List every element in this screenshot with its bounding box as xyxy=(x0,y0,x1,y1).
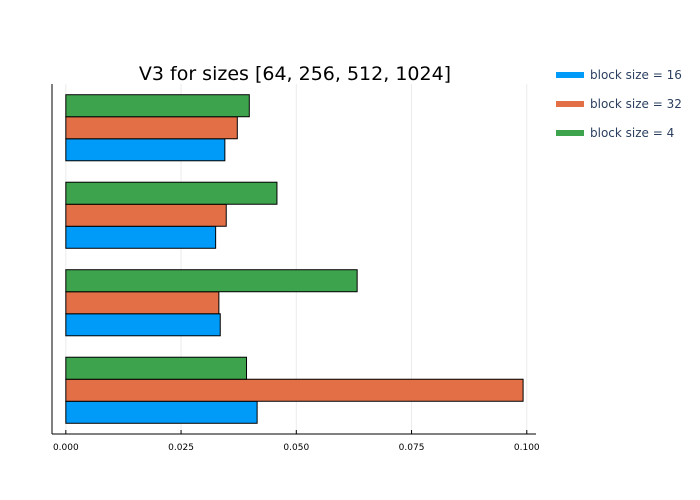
legend-label: block size = 32 xyxy=(590,97,682,111)
legend-label: block size = 16 xyxy=(590,68,682,82)
bar-block-size-4-group-3 xyxy=(65,269,358,293)
bar-block-size-4-group-1 xyxy=(65,94,250,118)
x-tick-label: 0.000 xyxy=(53,443,79,453)
bar-block-size-16-group-3 xyxy=(65,313,221,337)
bar-block-size-4-group-4 xyxy=(65,356,248,380)
legend-swatch xyxy=(556,130,584,136)
bar-block-size-16-group-2 xyxy=(65,225,217,249)
legend-swatch xyxy=(556,72,584,78)
chart-title: V3 for sizes [64, 256, 512, 1024] xyxy=(139,63,451,85)
bar-block-size-16-group-4 xyxy=(65,400,258,424)
legend-label: block size = 4 xyxy=(590,126,674,140)
legend: block size = 16 block size = 32 block size… xyxy=(556,68,682,140)
x-tick-label: 0.050 xyxy=(283,443,309,453)
x-axis-ticks: 0.000 0.025 0.050 0.075 0.100 xyxy=(53,430,540,453)
x-tick-label: 0.025 xyxy=(168,443,194,453)
bar-block-size-32-group-1 xyxy=(65,116,238,140)
bars xyxy=(65,94,524,424)
bar-block-size-4-group-2 xyxy=(65,181,278,205)
x-tick-label: 0.075 xyxy=(399,443,425,453)
bar-block-size-16-group-1 xyxy=(65,138,226,162)
legend-swatch xyxy=(556,101,584,107)
bar-block-size-32-group-2 xyxy=(65,203,227,227)
bar-block-size-32-group-3 xyxy=(65,291,220,315)
x-tick-label: 0.100 xyxy=(514,443,540,453)
bar-block-size-32-group-4 xyxy=(65,378,524,402)
axes xyxy=(51,84,536,435)
